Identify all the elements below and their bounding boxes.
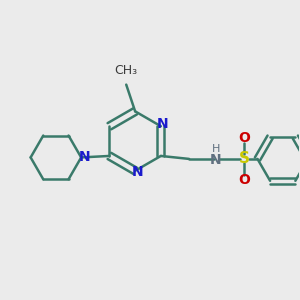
Text: N: N — [157, 117, 169, 131]
Text: H: H — [212, 145, 220, 154]
Text: CH₃: CH₃ — [115, 64, 138, 77]
Text: N: N — [78, 150, 90, 164]
Text: O: O — [238, 131, 250, 145]
Text: N: N — [210, 153, 222, 167]
Text: S: S — [238, 152, 250, 166]
Text: O: O — [238, 173, 250, 187]
Text: N: N — [131, 165, 143, 179]
